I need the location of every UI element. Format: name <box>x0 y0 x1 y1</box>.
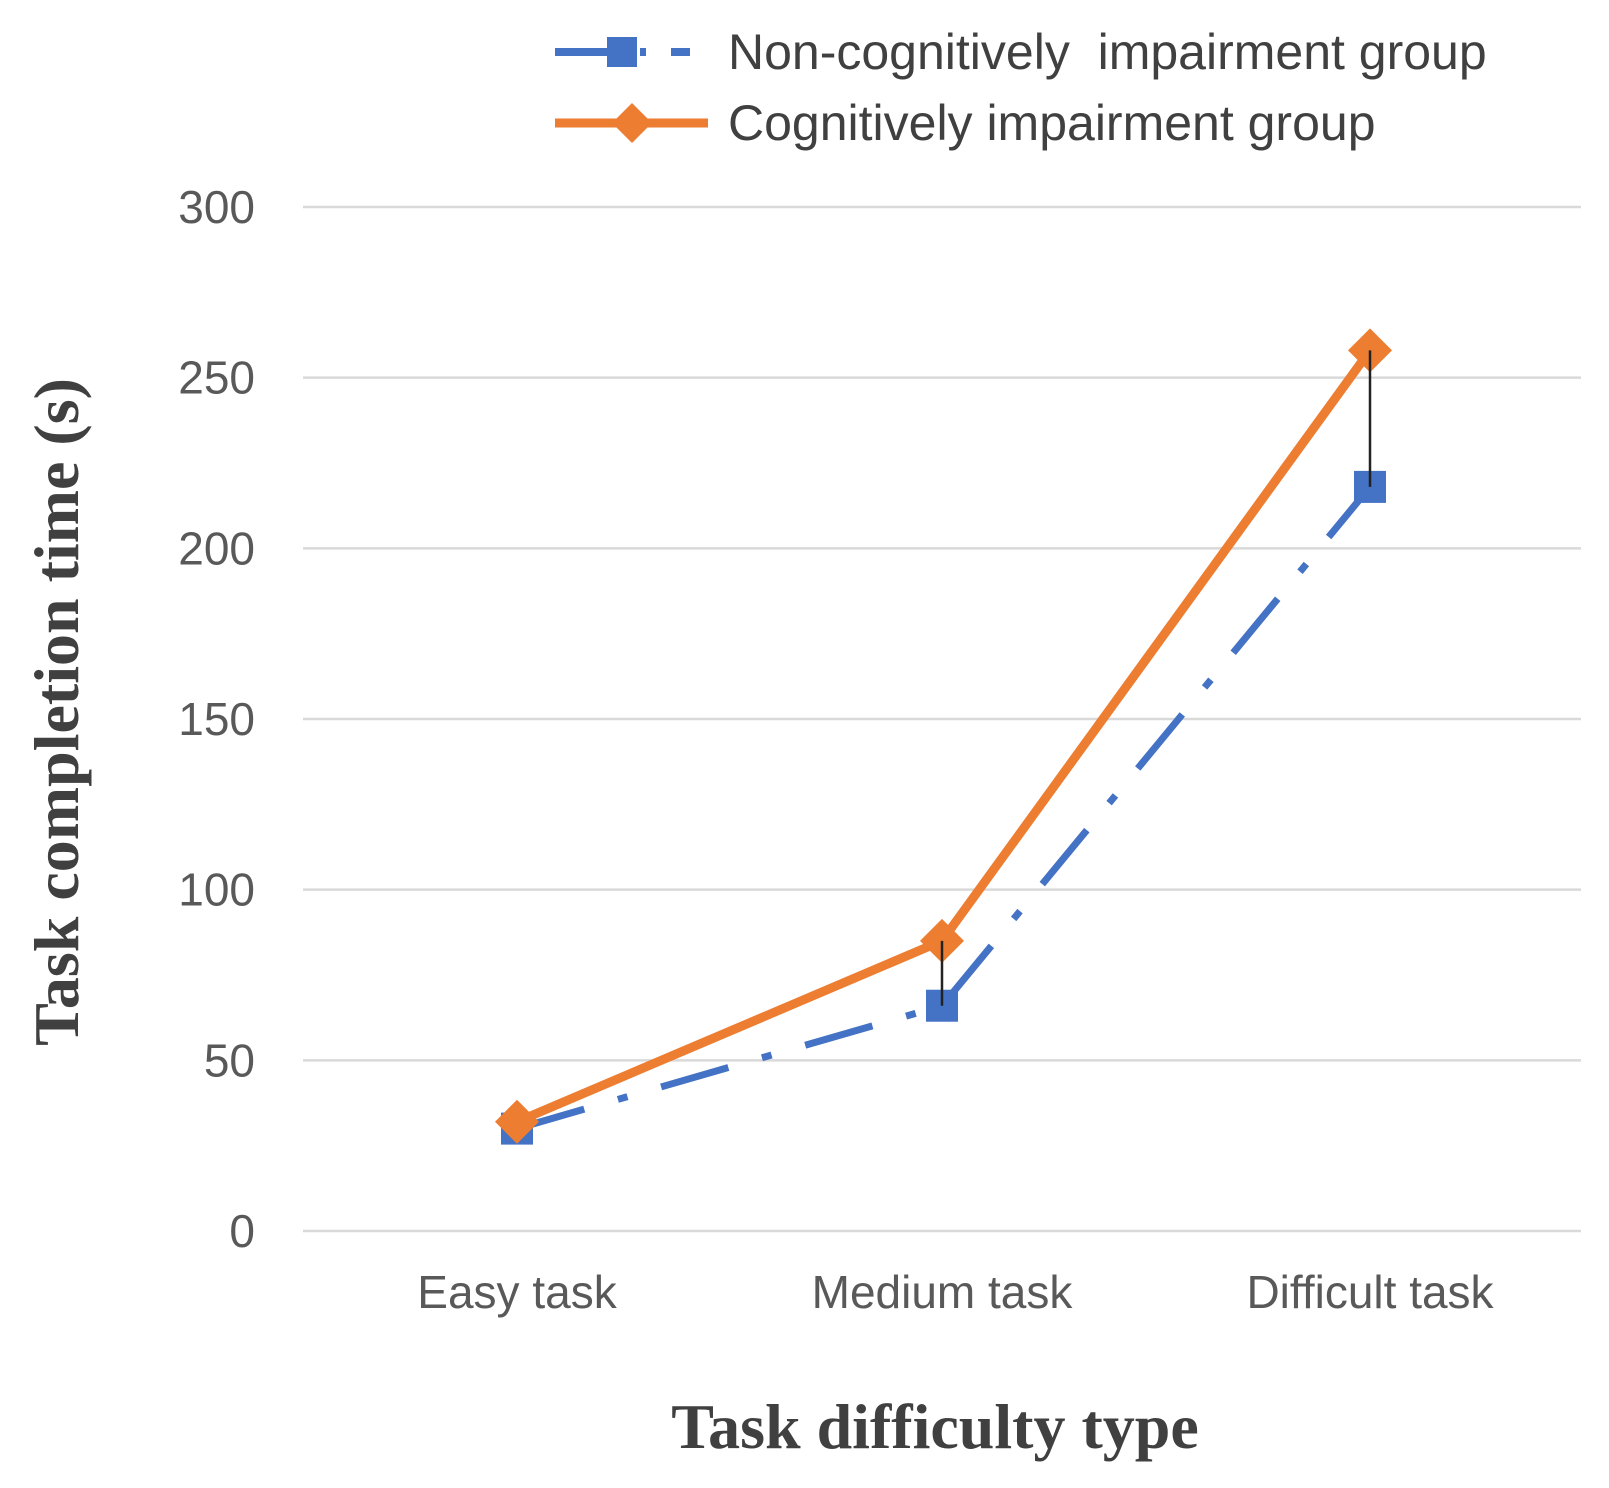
gridlines <box>303 205 1581 1233</box>
legend-marker-diamond <box>612 103 652 143</box>
legend-label-cognitive: Cognitively impairment group <box>728 95 1376 151</box>
legend-marker-square <box>607 37 637 67</box>
y-tick-label: 300 <box>178 181 255 233</box>
legend-label-non-cognitive: Non-cognitively impairment group <box>728 24 1487 80</box>
y-tick-label: 0 <box>229 1205 255 1257</box>
y-tick-label: 200 <box>178 522 255 574</box>
x-tick-label: Easy task <box>417 1266 617 1318</box>
series-group <box>495 328 1392 1145</box>
x-axis-ticks: Easy task Medium task Difficult task <box>417 1266 1494 1318</box>
y-tick-label: 100 <box>178 864 255 916</box>
error-bars <box>940 350 1372 1006</box>
y-tick-label: 50 <box>204 1034 255 1086</box>
x-axis-title: Task difficulty type <box>671 1391 1199 1462</box>
y-tick-label: 150 <box>178 693 255 745</box>
x-tick-label: Medium task <box>812 1266 1074 1318</box>
legend: Non-cognitively impairment group Cogniti… <box>555 24 1487 151</box>
legend-entry-cognitive: Cognitively impairment group <box>555 95 1376 151</box>
data-point-diamond <box>495 1099 539 1144</box>
legend-entry-non-cognitive: Non-cognitively impairment group <box>555 24 1487 80</box>
series-line-non-cognitive <box>516 484 1373 1132</box>
y-axis-title: Task completion time (s) <box>21 378 92 1046</box>
y-tick-label: 250 <box>178 352 255 404</box>
x-tick-label: Difficult task <box>1246 1266 1494 1318</box>
y-axis-ticks: 0 50 100 150 200 250 300 <box>178 181 255 1257</box>
